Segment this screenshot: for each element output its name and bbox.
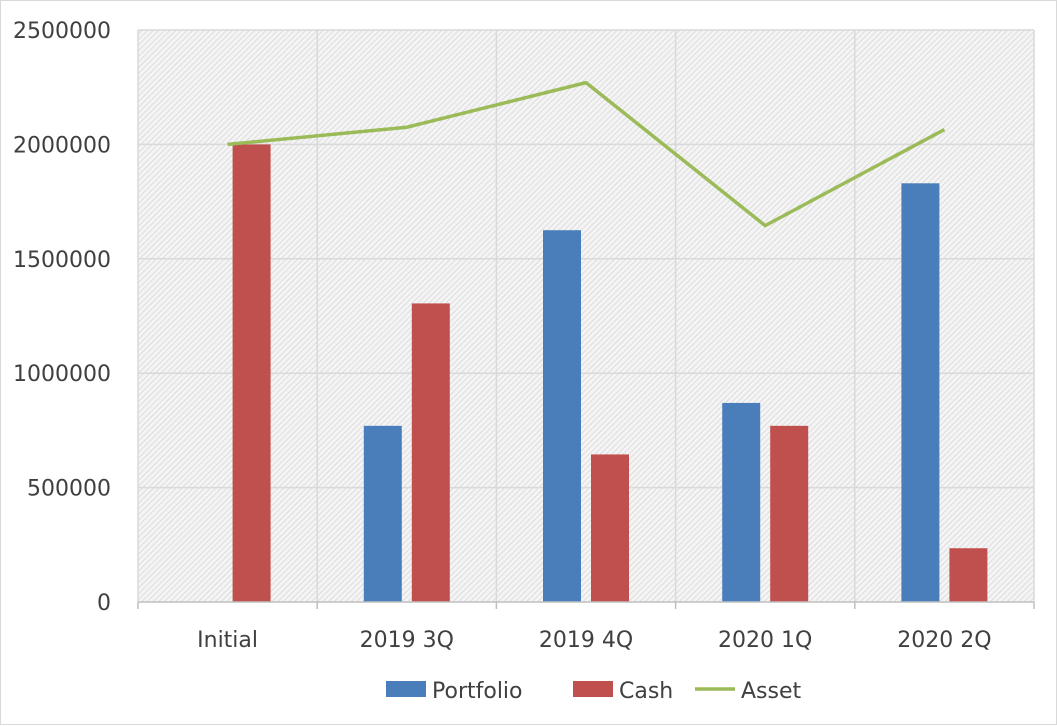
plot-area (138, 30, 1034, 602)
asset-line (227, 80, 946, 228)
bar-cash (232, 144, 271, 602)
y-tick-label: 2000000 (13, 133, 111, 158)
bar-portfolio (543, 230, 581, 602)
axes: 0 500000 1000000 1500000 2000000 2500000 Initi… (13, 19, 1035, 653)
bar-portfolio (363, 425, 402, 602)
y-tick-label: 1000000 (13, 362, 111, 387)
bar-cash (949, 548, 988, 602)
legend: Portfolio Cash Asset (386, 679, 802, 704)
bars (232, 144, 988, 602)
bar-portfolio (722, 402, 761, 602)
x-tick-label: Initial (197, 628, 258, 653)
y-tick-label: 1500000 (13, 248, 111, 273)
gridlines (137, 29, 1035, 602)
x-tick-label: 2020 2Q (897, 628, 991, 653)
bar-cash (411, 303, 450, 602)
line-asset (227, 80, 946, 228)
legend-label-portfolio: Portfolio (432, 679, 523, 704)
bar-cash (770, 425, 809, 602)
y-tick-label: 2500000 (13, 19, 111, 44)
bar-cash (591, 454, 629, 602)
legend-swatch-cash (573, 681, 613, 697)
x-tick-label: 2020 1Q (718, 628, 812, 653)
x-tick-label: 2019 3Q (360, 628, 454, 653)
y-tick-label: 0 (97, 591, 111, 616)
x-tick-label: 2019 4Q (539, 628, 633, 653)
bar-portfolio (901, 183, 940, 602)
legend-label-cash: Cash (619, 679, 673, 704)
legend-label-asset: Asset (741, 679, 802, 704)
legend-swatch-portfolio (386, 681, 426, 697)
y-tick-label: 500000 (27, 477, 111, 502)
